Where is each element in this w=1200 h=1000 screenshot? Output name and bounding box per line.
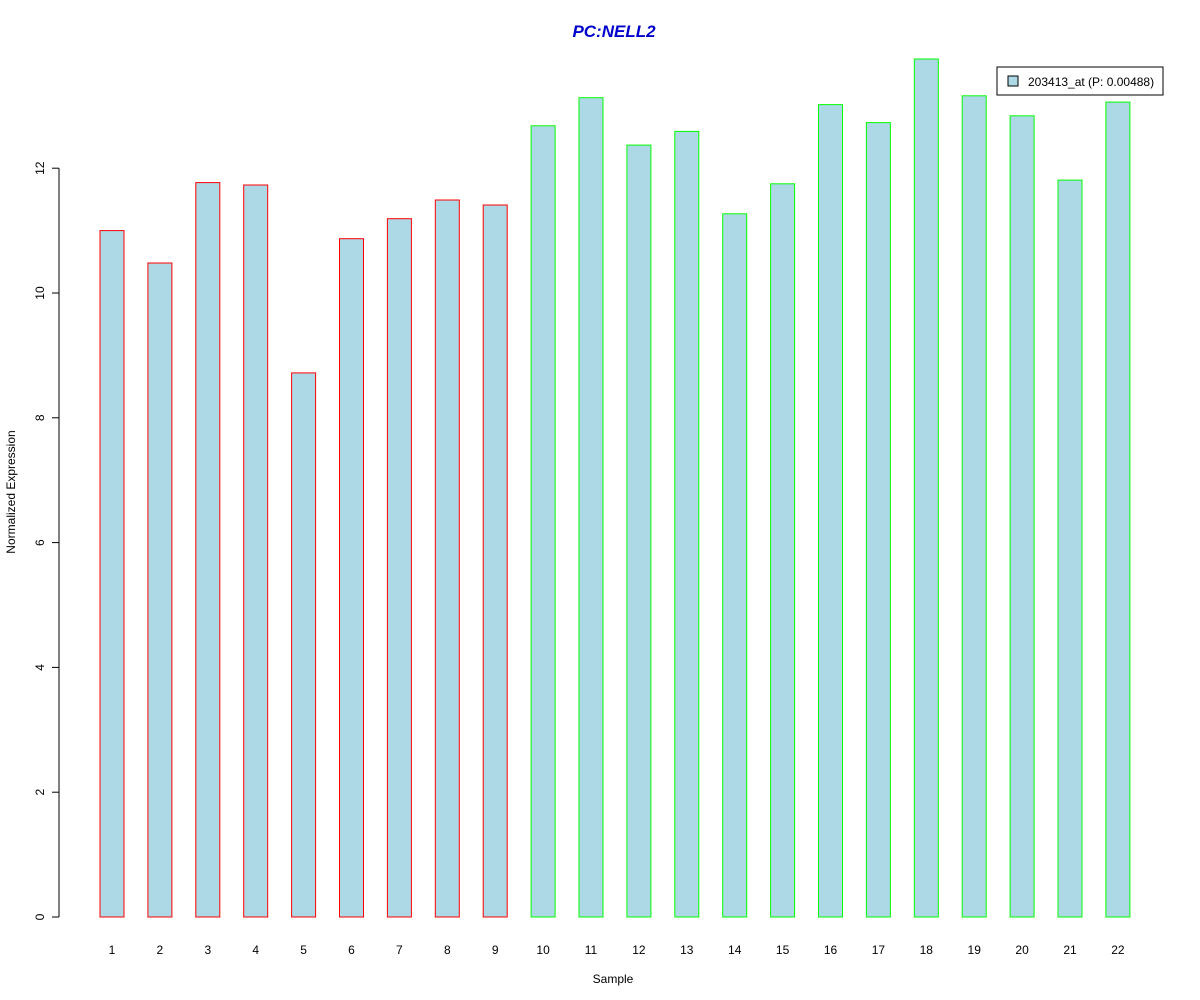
y-axis: 0 2 4 6 8 10 12 (33, 161, 60, 920)
y-tick-label: 12 (33, 161, 47, 175)
bar-sample-9 (482, 204, 508, 918)
x-tick-label: 21 (1063, 943, 1077, 957)
x-tick-label: 14 (728, 943, 742, 957)
bar-sample-19 (961, 95, 987, 918)
x-tick-label: 6 (348, 943, 355, 957)
bar-sample-4 (243, 184, 269, 918)
y-tick-label: 0 (33, 913, 47, 920)
x-tick-label: 22 (1111, 943, 1125, 957)
x-tick-label: 19 (968, 943, 982, 957)
legend: 203413_at (P: 0.00488) (996, 66, 1164, 96)
x-tick-label: 5 (300, 943, 307, 957)
legend-swatch (1007, 75, 1019, 87)
bar-sample-11 (578, 97, 604, 918)
x-tick-label: 18 (920, 943, 934, 957)
y-axis-title: Normalized Expression (4, 430, 18, 553)
bar-sample-15 (770, 183, 796, 918)
bar-sample-14 (722, 213, 748, 918)
y-tick-label: 4 (33, 664, 47, 671)
bar-sample-5 (291, 372, 317, 918)
x-tick-label: 10 (536, 943, 550, 957)
bar-sample-18 (913, 58, 939, 918)
legend-box (996, 66, 1164, 96)
chart-title: PC:NELL2 (572, 22, 656, 41)
bar-sample-6 (339, 238, 364, 918)
bar-sample-17 (865, 122, 891, 918)
bar-sample-2 (147, 262, 173, 918)
y-tick-label: 8 (33, 414, 47, 421)
x-tick-label: 13 (680, 943, 694, 957)
bar-sample-13 (674, 130, 700, 918)
bar-sample-7 (386, 218, 412, 918)
bar-sample-21 (1057, 179, 1083, 918)
x-tick-labels: 1 2 3 4 5 6 7 8 9 10 11 12 13 14 15 16 17 18 19 20 21 22 (109, 943, 1125, 957)
bar-sample-10 (530, 125, 556, 918)
x-tick-label: 16 (824, 943, 838, 957)
y-tick-label: 2 (33, 789, 47, 796)
x-tick-label: 17 (872, 943, 886, 957)
legend-label: 203413_at (P: 0.00488) (1028, 75, 1154, 89)
bar-sample-12 (626, 144, 652, 918)
bar-sample-22 (1105, 101, 1131, 918)
x-tick-label: 7 (396, 943, 403, 957)
bar-sample-20 (1009, 115, 1035, 918)
bars-group (99, 58, 1131, 918)
x-axis-title: Sample (593, 972, 634, 986)
y-tick-label: 10 (33, 286, 47, 300)
x-tick-label: 15 (776, 943, 790, 957)
bar-sample-1 (99, 230, 125, 918)
x-tick-label: 11 (585, 943, 598, 957)
bar-sample-16 (818, 104, 843, 918)
x-tick-label: 9 (492, 943, 499, 957)
x-tick-label: 4 (252, 943, 259, 957)
bar-sample-3 (195, 182, 221, 918)
x-tick-label: 3 (204, 943, 211, 957)
x-tick-label: 1 (109, 943, 116, 957)
y-tick-label: 6 (33, 539, 47, 546)
x-tick-label: 12 (632, 943, 646, 957)
x-tick-label: 20 (1015, 943, 1029, 957)
x-tick-label: 2 (157, 943, 164, 957)
bar-sample-8 (434, 199, 460, 918)
x-tick-label: 8 (444, 943, 451, 957)
